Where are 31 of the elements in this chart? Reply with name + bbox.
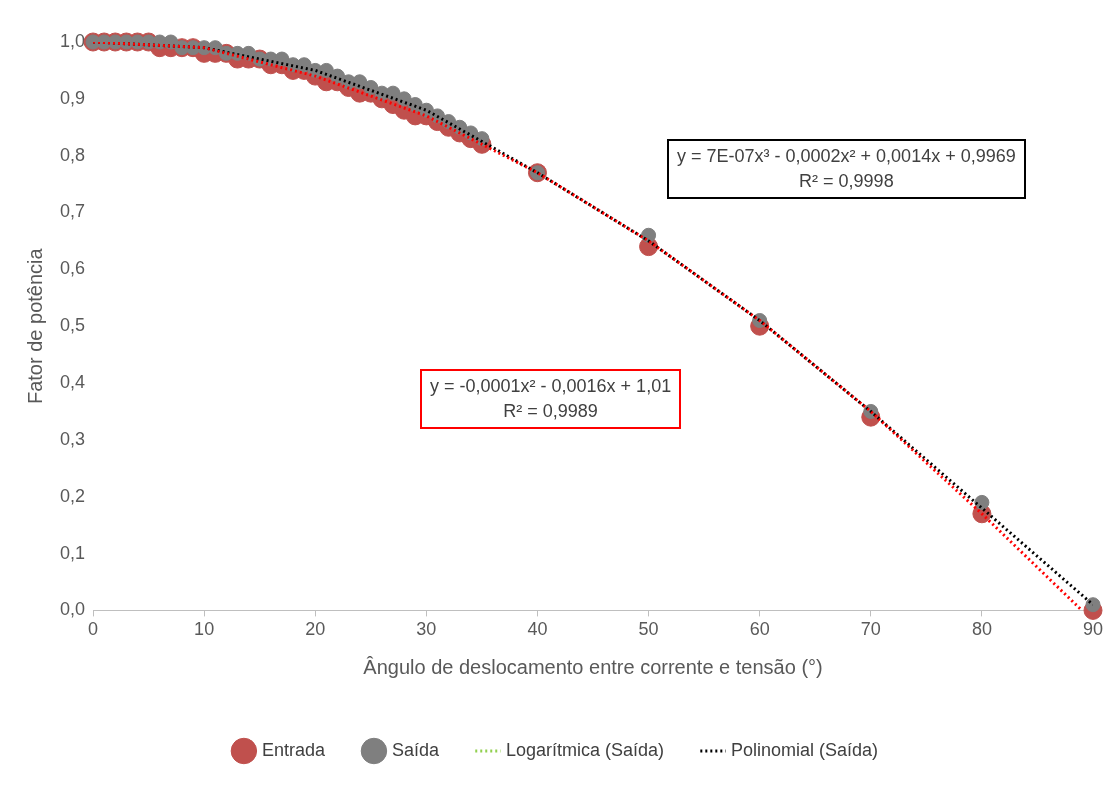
x-tick-label: 70 (860, 619, 881, 640)
y-tick-label: 0,0 (59, 599, 86, 620)
annotation: y = -0,0001x² - 0,0016x + 1,01 R² = 0,9989 (420, 369, 682, 430)
x-tick-label: 50 (638, 619, 659, 640)
y-axis-title: Fator de potência (23, 247, 46, 405)
y-tick-label: 0,4 (59, 372, 86, 393)
y-tick-label: 0,6 (59, 258, 86, 279)
x-tick-label: 0 (88, 619, 99, 640)
x-axis-title: Ângulo de deslocamento entre corrente e tensão (°) (363, 655, 823, 678)
y-tick-label: 0,8 (59, 144, 86, 165)
x-tick-label: 20 (305, 619, 326, 640)
legend-label: Polinomial (Saída) (731, 739, 879, 760)
annotation: y = 7E-07x³ - 0,0002x² + 0,0014x + 0,9969 R² = 0,9998 (667, 139, 1026, 200)
y-tick-label: 0,7 (59, 201, 86, 222)
legend-label: Logarítmica (Saída) (505, 739, 665, 760)
y-tick-label: 0,3 (59, 428, 86, 449)
x-tick-label: 40 (527, 619, 548, 640)
legend-label: Saída (391, 739, 440, 760)
x-tick-label: 60 (749, 619, 770, 640)
y-tick-label: 0,2 (59, 485, 86, 506)
x-tick-label: 10 (194, 619, 215, 640)
x-tick-label: 30 (416, 619, 437, 640)
point (1085, 597, 1101, 613)
x-tick-label: 90 (1082, 619, 1104, 640)
x-tick-label: 80 (971, 619, 992, 640)
legend-label: Entrada (261, 739, 326, 760)
y-tick-label: 0,5 (59, 315, 86, 336)
point (974, 494, 990, 510)
y-tick-label: 0,1 (59, 542, 86, 563)
y-tick-label: 0,9 (59, 87, 86, 108)
y-tick-label: 1,0 (59, 30, 86, 51)
